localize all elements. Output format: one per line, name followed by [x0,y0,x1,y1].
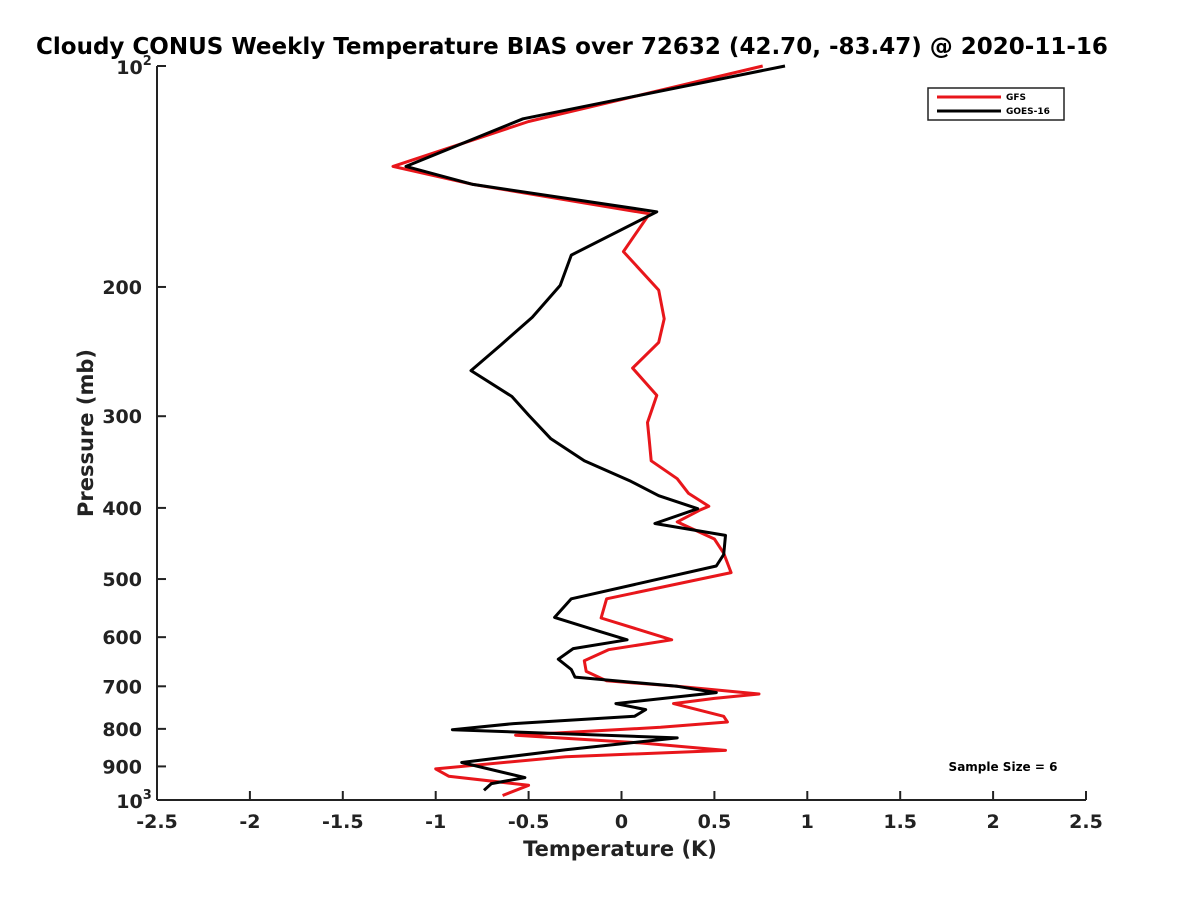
y-tick-label: 600 [102,627,142,649]
x-tick-label: 0.5 [698,811,732,833]
y-tick-label-exponent: 3 [143,788,152,803]
y-tick-label-base: 10 [116,57,142,79]
y-tick-label-exponent: 2 [143,54,152,69]
x-tick-label: 2.5 [1069,811,1103,833]
x-tick-label: -2 [239,811,260,833]
y-tick-label: 700 [102,676,142,698]
x-tick-label: -1 [425,811,446,833]
x-tick-label: 2 [986,811,999,833]
legend-label-goes-16: GOES-16 [1006,107,1050,117]
series-line-goes-16 [404,64,786,792]
x-tick-label: 1 [801,811,814,833]
x-tick-label: 1.5 [883,811,917,833]
x-axis-ticks: -2.5 -2 -1.5 -1 -0.5 0 0.5 1 1.5 2 2.5 [136,791,1103,833]
y-axis-label: Pressure (mb) [74,349,98,517]
plot-area [156,66,1086,801]
y-tick-label: 102 [116,54,152,79]
y-tick-label: 900 [102,756,142,778]
x-tick-label: 0 [615,811,628,833]
series-lines [391,64,786,797]
y-tick-label: 800 [102,719,142,741]
sample-size-annotation: Sample Size = 6 [949,760,1058,774]
x-tick-label: -0.5 [508,811,550,833]
y-tick-label: 400 [102,498,142,520]
y-tick-label: 300 [102,406,142,428]
x-axis-label: Temperature (K) [523,837,717,861]
y-tick-label-base: 10 [116,791,142,813]
chart-title: Cloudy CONUS Weekly Temperature BIAS ove… [36,34,1108,60]
x-tick-label: -1.5 [322,811,364,833]
y-tick-label: 103 [116,788,152,813]
x-tick-label: -2.5 [136,811,178,833]
y-tick-label: 500 [102,569,142,591]
series-line-gfs [391,64,764,797]
legend-label-gfs: GFS [1006,93,1026,103]
legend: GFS GOES-16 [927,87,1065,121]
y-tick-label: 200 [102,277,142,299]
legend-box [927,87,1065,121]
